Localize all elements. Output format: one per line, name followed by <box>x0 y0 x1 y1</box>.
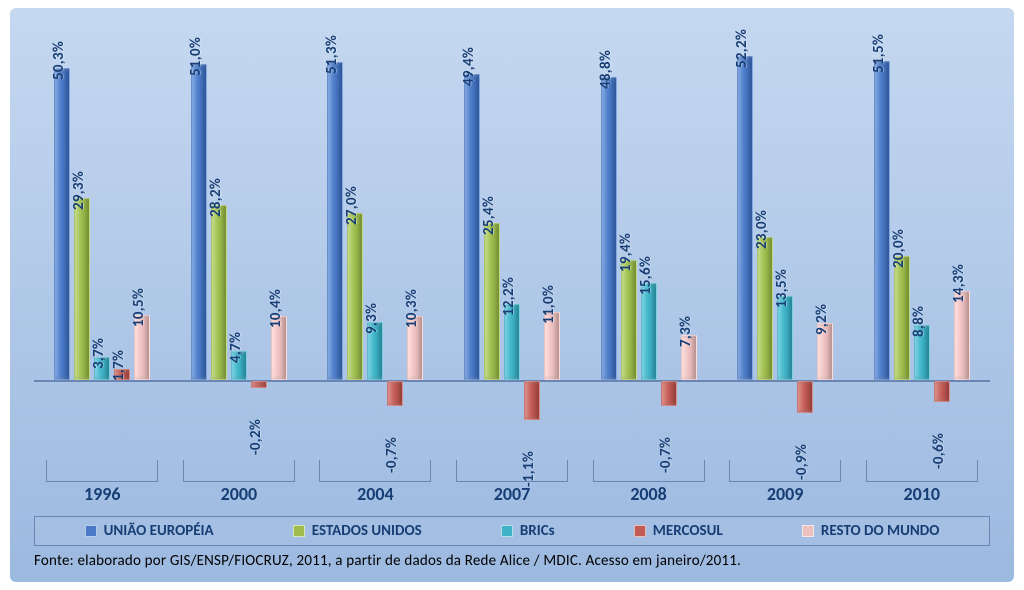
year-label: 2009 <box>725 483 845 505</box>
bar-value-label: 9,2% <box>813 304 831 335</box>
legend: UNIÃO EUROPÉIA ESTADOS UNIDOS BRICs MERCOSU… <box>34 516 990 546</box>
legend-label: ESTADOS UNIDOS <box>312 522 422 540</box>
bar-merc <box>387 381 403 406</box>
bar-value-label: 23,0% <box>753 210 771 249</box>
bar-merc <box>797 381 813 413</box>
legend-item-eua: ESTADOS UNIDOS <box>293 522 422 540</box>
bar-ue <box>464 74 480 380</box>
chart-footnote: Fonte: elaborado por GIS/ENSP/FIOCRUZ, 2… <box>34 552 741 570</box>
bar-value-label: -0,2% <box>247 419 265 455</box>
bar-value-label: 52,2% <box>733 29 751 68</box>
year-label: 2010 <box>862 483 982 505</box>
bar-value-label: 51,0% <box>187 37 205 76</box>
bar-value-label: 27,0% <box>343 185 361 224</box>
bar-eua <box>484 223 500 380</box>
bar-ue <box>601 77 617 380</box>
bar-eua <box>74 198 90 380</box>
bar-brics <box>777 296 793 380</box>
legend-swatch <box>293 525 305 537</box>
bar-eua <box>211 205 227 380</box>
bar-value-label: 48,8% <box>597 50 615 89</box>
year-tick-box <box>46 460 158 482</box>
year-tick-box <box>593 460 705 482</box>
bar-value-label: 3,7% <box>90 338 108 369</box>
year-label: 2008 <box>589 483 709 505</box>
bar-value-label: 29,3% <box>70 171 88 210</box>
bar-merc <box>251 381 267 388</box>
bar-brics <box>641 283 657 380</box>
legend-label: RESTO DO MUNDO <box>821 522 940 540</box>
bar-value-label: 9,3% <box>363 303 381 334</box>
bar-ue <box>54 68 70 380</box>
legend-item-merc: MERCOSUL <box>634 522 723 540</box>
year-tick-box <box>183 460 295 482</box>
bar-value-label: 49,4% <box>460 47 478 86</box>
bar-value-label: 28,2% <box>207 178 225 217</box>
bar-eua <box>621 260 637 380</box>
legend-label: MERCOSUL <box>653 522 723 540</box>
year-tick-box <box>729 460 841 482</box>
bar-value-label: 10,3% <box>403 289 421 328</box>
bar-value-label: 12,2% <box>500 277 518 316</box>
legend-swatch <box>85 525 97 537</box>
bar-ue <box>874 61 890 380</box>
chart-container: 50,3% 29,3% 3,7%1,7% 10,5% 51,0% 28,2% 4,7% -0,… <box>10 8 1014 582</box>
legend-item-resto: RESTO DO MUNDO <box>802 522 940 540</box>
bar-ue <box>191 64 207 380</box>
year-tick-box <box>456 460 568 482</box>
bar-ue <box>737 56 753 380</box>
legend-swatch <box>501 525 513 537</box>
bar-merc <box>661 381 677 406</box>
bar-eua <box>757 237 773 380</box>
bar-value-label: 51,5% <box>870 34 888 73</box>
legend-swatch <box>802 525 814 537</box>
year-label: 2007 <box>452 483 572 505</box>
plot-area: 50,3%29,3%3,7%1,7%10,5%51,0%28,2%4,7%-0,… <box>34 28 990 448</box>
bar-value-label: 14,3% <box>950 264 968 303</box>
year-label: 2004 <box>315 483 435 505</box>
bar-resto <box>954 291 970 380</box>
legend-label: UNIÃO EUROPÉIA <box>104 522 214 540</box>
bar-eua <box>347 213 363 380</box>
bar-value-label: 25,4% <box>480 195 498 234</box>
legend-swatch <box>634 525 646 537</box>
bar-merc <box>934 381 950 402</box>
bar-merc <box>524 381 540 420</box>
year-tick-box <box>319 460 431 482</box>
year-label: 1996 <box>42 483 162 505</box>
legend-label: BRICs <box>520 522 555 540</box>
baseline <box>34 380 990 382</box>
bar-ue <box>327 62 343 380</box>
bar-value-label: 1,7% <box>110 350 128 381</box>
year-label: 2000 <box>179 483 299 505</box>
bar-value-label: 50,3% <box>50 41 68 80</box>
bar-value-label: 15,6% <box>637 256 655 295</box>
bar-value-label: 51,3% <box>323 35 341 74</box>
bar-value-label: 19,4% <box>617 233 635 272</box>
bar-value-label: 4,7% <box>227 332 245 363</box>
bar-eua <box>894 256 910 380</box>
bar-value-label: 11,0% <box>540 285 558 324</box>
year-tick-box <box>866 460 978 482</box>
bar-value-label: 13,5% <box>773 269 791 308</box>
legend-item-brics: BRICs <box>501 522 555 540</box>
legend-item-ue: UNIÃO EUROPÉIA <box>85 522 214 540</box>
bar-value-label: 10,5% <box>130 288 148 327</box>
bar-value-label: 7,3% <box>677 316 695 347</box>
bar-value-label: 8,8% <box>910 306 928 337</box>
bar-value-label: 10,4% <box>267 288 285 327</box>
bar-value-label: 20,0% <box>890 229 908 268</box>
